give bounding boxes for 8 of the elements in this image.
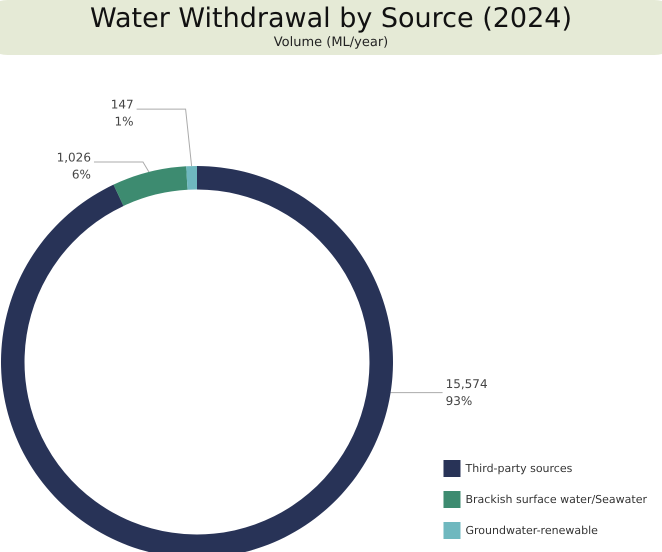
legend-label: Brackish surface water/Seawater (465, 493, 648, 506)
data-label: 147 1% (110, 98, 134, 129)
legend-label: Groundwater-renewable (465, 524, 598, 537)
data-label: 1,026 6% (56, 150, 91, 182)
chart-subtitle: Volume (ML/year) (274, 35, 388, 50)
chart-title: Water Withdrawal by Source (2024) (90, 3, 572, 34)
data-label: 15,574 93% (446, 377, 488, 408)
legend-label: Third-party sources (464, 462, 573, 475)
